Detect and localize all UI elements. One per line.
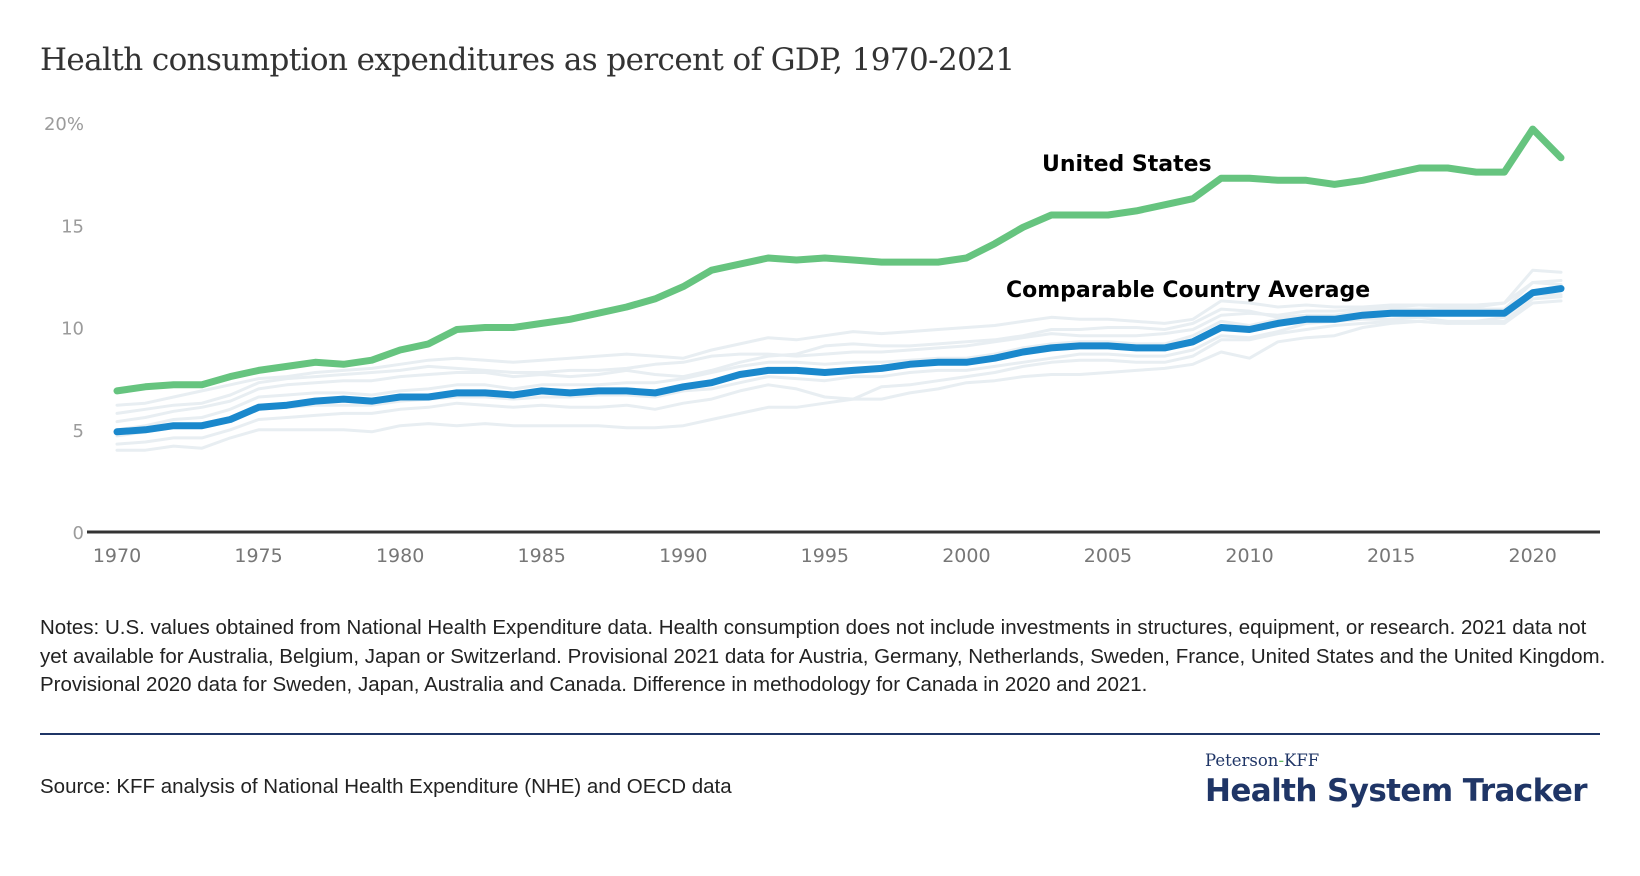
highlight-lines bbox=[113, 125, 1565, 436]
y-tick-label: 10 bbox=[61, 319, 84, 340]
series-line-comparable-country-e bbox=[115, 293, 1563, 452]
logo-subtitle: Peterson-KFF bbox=[1205, 752, 1605, 770]
x-tick-label: 2015 bbox=[1367, 545, 1415, 567]
logo-kff: KFF bbox=[1284, 751, 1320, 770]
x-tick-label: 1995 bbox=[801, 545, 849, 567]
x-tick-label: 1985 bbox=[518, 545, 566, 567]
logo-peterson: Peterson bbox=[1205, 751, 1279, 770]
y-axis-ticks: 0 5 10 15 20% bbox=[44, 114, 84, 544]
chart-title: Health consumption expenditures as perce… bbox=[40, 42, 1015, 78]
x-tick-label: 2020 bbox=[1509, 545, 1557, 567]
series-line-comparable-country-average bbox=[113, 285, 1565, 436]
series-label-comparable-average: Comparable Country Average bbox=[1006, 278, 1370, 303]
peterson-kff-logo[interactable]: Peterson-KFF Health System Tracker bbox=[1205, 752, 1605, 810]
series-line-comparable-country-g bbox=[115, 285, 1563, 432]
x-tick-label: 2000 bbox=[942, 545, 990, 567]
y-tick-label: 5 bbox=[73, 421, 84, 442]
y-tick-label: 15 bbox=[61, 216, 84, 237]
x-tick-label: 1975 bbox=[234, 545, 282, 567]
x-tick-label: 1980 bbox=[376, 545, 424, 567]
x-axis-ticks: 1970 1975 1980 1985 1990 1995 2000 2005 2010 2015… bbox=[93, 545, 1557, 567]
line-chart: 0 5 10 15 20% 1970 1975 1980 1985 1990 1995 2000 20… bbox=[44, 114, 1600, 567]
series-line-comparable-country-d bbox=[115, 299, 1563, 446]
x-tick-label: 1990 bbox=[659, 545, 707, 567]
x-tick-label: 1970 bbox=[93, 545, 141, 567]
x-tick-label: 2005 bbox=[1084, 545, 1132, 567]
y-tick-label: 20% bbox=[44, 114, 84, 135]
series-line-comparable-country-a bbox=[115, 268, 1563, 407]
series-line-comparable-country-f bbox=[115, 281, 1563, 415]
logo-title: Health System Tracker bbox=[1205, 773, 1588, 809]
x-tick-label: 2010 bbox=[1225, 545, 1273, 567]
logo-hyphen: - bbox=[1278, 751, 1285, 770]
chart-notes: Notes: U.S. values obtained from Nationa… bbox=[40, 616, 1606, 697]
series-line-united-states bbox=[113, 125, 1565, 395]
series-label-united-states: United States bbox=[1042, 152, 1212, 177]
y-tick-label: 0 bbox=[73, 523, 84, 544]
comparable-country-lines bbox=[115, 268, 1563, 452]
source-text: Source: KFF analysis of National Health … bbox=[40, 775, 732, 798]
footer-divider bbox=[40, 733, 1600, 735]
